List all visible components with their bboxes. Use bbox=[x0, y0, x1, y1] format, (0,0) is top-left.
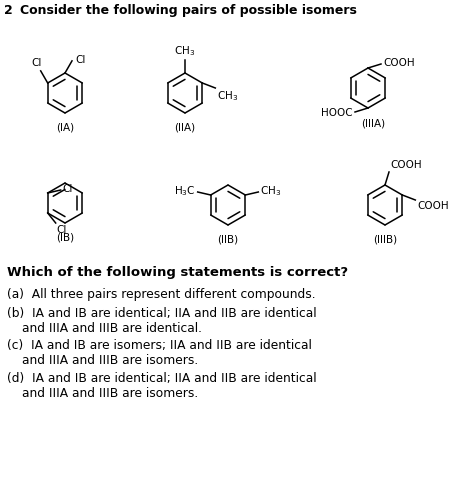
Text: Cl: Cl bbox=[75, 55, 85, 65]
Text: (IIB): (IIB) bbox=[218, 235, 239, 245]
Text: CH$_3$: CH$_3$ bbox=[260, 184, 282, 198]
Text: Cl: Cl bbox=[63, 184, 73, 194]
Text: COOH: COOH bbox=[417, 201, 449, 211]
Text: CH$_3$: CH$_3$ bbox=[217, 89, 239, 103]
Text: Cl: Cl bbox=[57, 225, 67, 235]
Text: COOH: COOH bbox=[383, 58, 415, 68]
Text: (d)  IA and IB are identical; IIA and IIB are identical: (d) IA and IB are identical; IIA and IIB… bbox=[7, 372, 317, 385]
Text: HOOC: HOOC bbox=[321, 108, 353, 118]
Text: 2: 2 bbox=[4, 4, 13, 17]
Text: CH$_3$: CH$_3$ bbox=[174, 44, 196, 58]
Text: (a)  All three pairs represent different compounds.: (a) All three pairs represent different … bbox=[7, 288, 316, 301]
Text: Which of the following statements is correct?: Which of the following statements is cor… bbox=[7, 266, 348, 279]
Text: COOH: COOH bbox=[390, 160, 422, 170]
Text: and IIIA and IIIB are identical.: and IIIA and IIIB are identical. bbox=[22, 322, 202, 335]
Text: (b)  IA and IB are identical; IIA and IIB are identical: (b) IA and IB are identical; IIA and IIB… bbox=[7, 307, 317, 320]
Text: (IB): (IB) bbox=[56, 233, 74, 243]
Text: (c)  IA and IB are isomers; IIA and IIB are identical: (c) IA and IB are isomers; IIA and IIB a… bbox=[7, 339, 312, 352]
Text: Cl: Cl bbox=[31, 58, 42, 68]
Text: (IA): (IA) bbox=[56, 123, 74, 133]
Text: (IIIA): (IIIA) bbox=[361, 118, 385, 128]
Text: and IIIA and IIIB are isomers.: and IIIA and IIIB are isomers. bbox=[22, 354, 198, 367]
Text: (IIA): (IIA) bbox=[175, 123, 196, 133]
Text: (IIIB): (IIIB) bbox=[373, 235, 397, 245]
Text: Consider the following pairs of possible isomers: Consider the following pairs of possible… bbox=[20, 4, 357, 17]
Text: H$_3$C: H$_3$C bbox=[174, 184, 196, 198]
Text: and IIIA and IIIB are isomers.: and IIIA and IIIB are isomers. bbox=[22, 387, 198, 400]
